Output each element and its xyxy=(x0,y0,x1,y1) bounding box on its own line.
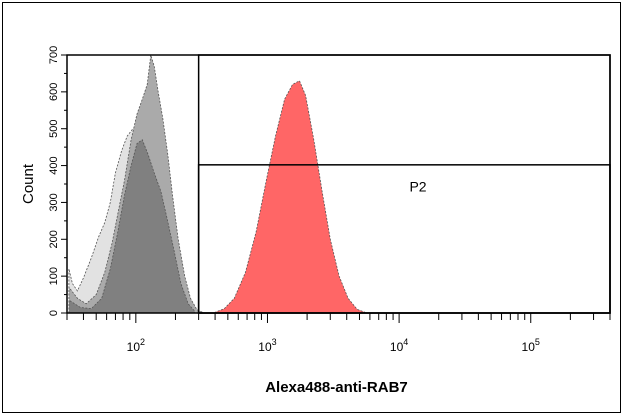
y-tick-label: 200 xyxy=(48,230,60,248)
x-tick-label: 104 xyxy=(390,337,408,354)
gate-1 xyxy=(197,164,611,314)
x-tick-label: 102 xyxy=(127,337,145,354)
gate-layer: P2 xyxy=(197,54,611,314)
x-tick-label: 105 xyxy=(522,337,540,354)
y-tick-label: 100 xyxy=(48,267,60,285)
y-tick-label: 600 xyxy=(48,83,60,101)
x-tick-label: 103 xyxy=(258,337,276,354)
gate-label: P2 xyxy=(409,179,426,195)
y-tick-label: 500 xyxy=(48,120,60,138)
y-axis: 0 100 200 300 400 500 600 700 xyxy=(48,46,67,316)
y-tick-label: 300 xyxy=(48,193,60,211)
y-tick-label: 0 xyxy=(48,310,60,316)
y-axis-label: Count xyxy=(20,163,37,204)
histogram-series-3 xyxy=(214,80,366,314)
histogram-series-2 xyxy=(68,139,196,314)
x-axis-label: Alexa488-anti-RAB7 xyxy=(265,379,408,396)
y-tick-label: 700 xyxy=(48,46,60,64)
chart-frame xyxy=(2,2,621,413)
x-axis: 102 103 104 105 xyxy=(66,313,611,354)
y-tick-label: 400 xyxy=(48,156,60,174)
series-layer xyxy=(68,54,366,314)
